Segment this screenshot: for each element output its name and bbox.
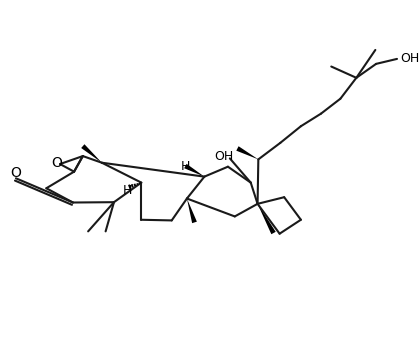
Polygon shape [187,199,197,223]
Polygon shape [236,146,258,159]
Polygon shape [81,144,102,163]
Text: O: O [52,156,63,170]
Text: H: H [181,160,190,173]
Polygon shape [184,164,205,177]
Polygon shape [257,204,276,234]
Text: O: O [10,166,21,180]
Text: OH: OH [400,52,419,66]
Text: OH: OH [214,150,233,163]
Text: H: H [123,184,132,197]
